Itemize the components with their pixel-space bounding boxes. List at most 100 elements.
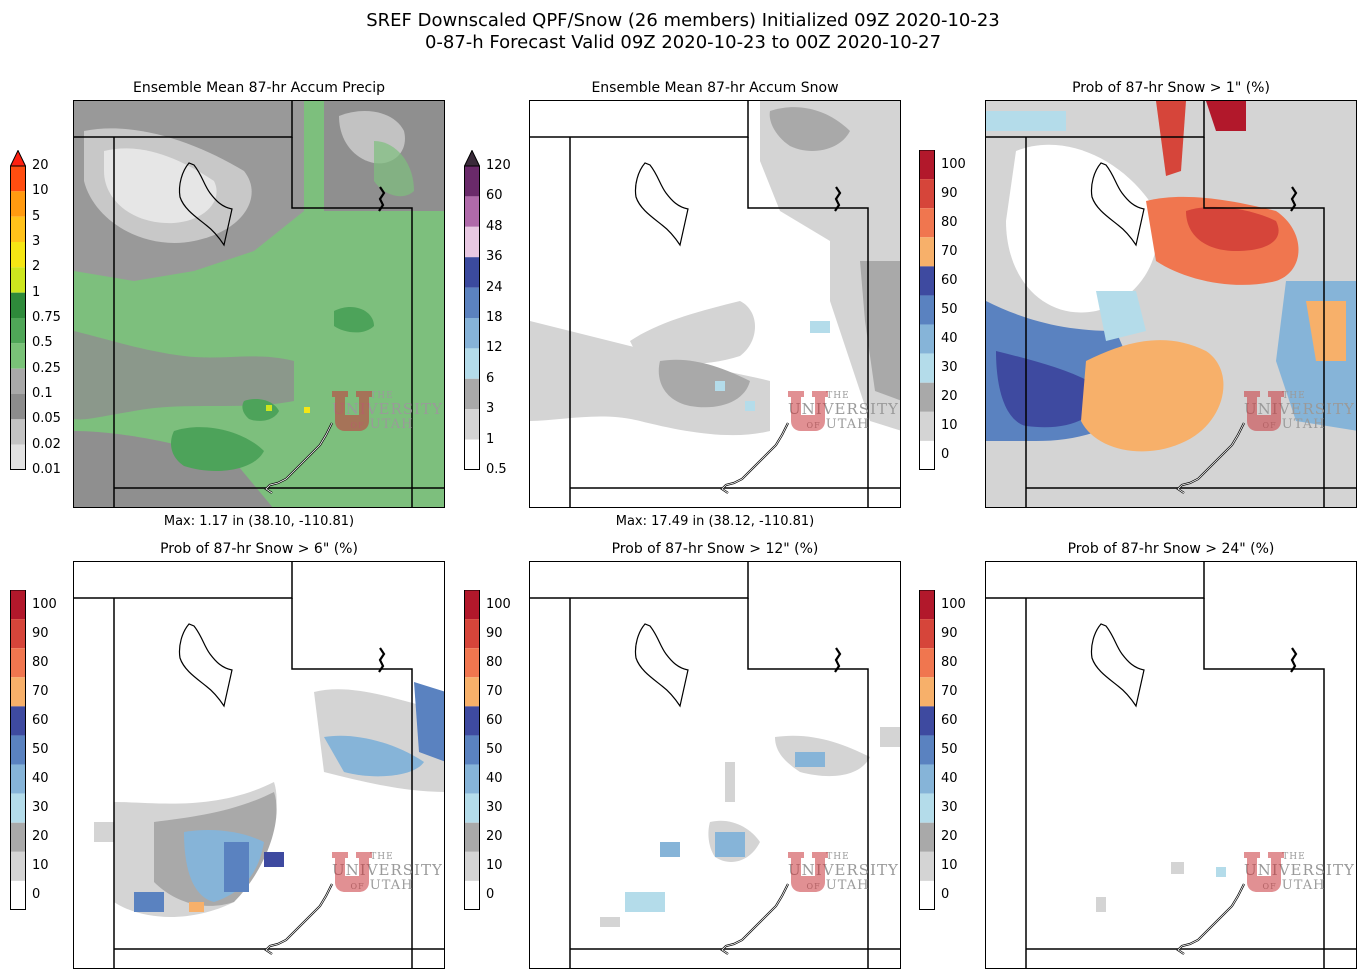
colorbar-tick-label: 0.5 [32, 335, 53, 351]
colorbar-tick-label: 10 [32, 858, 49, 874]
colorbar-swatch [10, 677, 26, 707]
colorbar-swatch [919, 735, 935, 765]
colorbar-tick-label: 60 [486, 712, 503, 728]
colorbar-swatch [464, 318, 480, 349]
colorbar-swatch [919, 295, 935, 325]
colorbar-swatch [10, 267, 26, 293]
colorbar-tick-label: 80 [486, 654, 503, 670]
prob-24in-map: THE UNIVERSITY OF UTAH [985, 561, 1357, 969]
colorbar-precip: 20 10 5 3 2 1 0.75 0.5 0.25 0.1 0.05 0.02 0.01 [10, 150, 72, 477]
colorbar-tick-label: 50 [941, 742, 958, 757]
colorbar-swatch [464, 166, 480, 197]
colorbar-tick-label: 20 [32, 158, 49, 173]
colorbar-swatch [10, 368, 26, 394]
precip-field [74, 101, 444, 507]
colorbar-tick-label: 70 [486, 683, 503, 699]
colorbar-tick-label: 70 [941, 243, 958, 259]
colorbar-tick-label: 0 [941, 447, 950, 463]
colorbar-swatch [464, 590, 480, 620]
colorbar-tick-label: 40 [486, 771, 503, 787]
colorbar-swatch [919, 764, 935, 794]
colorbar-swatch [919, 411, 935, 441]
colorbar-border [464, 165, 480, 470]
colorbar-tick-label: 0.75 [32, 310, 61, 325]
colorbar-swatch [464, 735, 480, 765]
colorbar-tick-label: 80 [941, 654, 958, 670]
colorbar-tick-label: 0 [486, 887, 495, 903]
colorbar-tick-label: 20 [941, 389, 958, 405]
colorbar-swatch [919, 590, 935, 620]
prob-6in-field [74, 562, 444, 968]
precip-map: THE UNIVERSITY OF UTAH [73, 100, 445, 508]
colorbar-swatch [464, 348, 480, 379]
colorbar-tick-label: 0 [941, 887, 950, 903]
colorbar-tick-label: 10 [941, 418, 958, 434]
colorbar-tick-label: 0.1 [32, 386, 53, 401]
panel-4-title: Prob of 87-hr Snow > 6" (%) [160, 541, 358, 557]
colorbar-swatch [919, 677, 935, 707]
colorbar-tick-label: 60 [32, 712, 49, 728]
colorbar-tick-label: 6 [486, 370, 495, 386]
colorbar-tick-label: 50 [486, 742, 503, 757]
colorbar-border [919, 150, 935, 470]
panel-1-max-label: Max: 1.17 in (38.10, -110.81) [163, 514, 355, 529]
colorbar-prob-6in: 100 90 80 70 60 50 40 30 20 10 0 [10, 590, 72, 910]
colorbar-tick-label: 1 [32, 284, 41, 300]
colorbar-tick-label: 20 [32, 829, 49, 845]
colorbar-tick-label: 12 [486, 340, 503, 356]
colorbar-tick-label: 90 [941, 625, 958, 641]
colorbar-tick-label: 10 [32, 183, 49, 199]
panel-3-title: Prob of 87-hr Snow > 1" (%) [1072, 80, 1270, 96]
prob-6in-map: THE UNIVERSITY OF UTAH [73, 561, 445, 969]
colorbar-swatch [464, 648, 480, 678]
colorbar-swatch [919, 324, 935, 354]
colorbar-tick-label: 100 [941, 596, 966, 612]
panel-2-max-label: Max: 17.49 in (38.12, -110.81) [615, 514, 815, 529]
colorbar-tick-label: 48 [486, 218, 503, 234]
colorbar-swatch [464, 677, 480, 707]
colorbar-tick-label: 5 [32, 208, 41, 224]
colorbar-swatch [919, 150, 935, 180]
colorbar-tick-label: 20 [941, 829, 958, 845]
colorbar-tick-label: 100 [941, 156, 966, 172]
colorbar-tick-label: 40 [941, 771, 958, 787]
colorbar-extend-arrow [10, 150, 26, 167]
colorbar-tick-label: 30 [32, 800, 49, 816]
panel-2-title: Ensemble Mean 87-hr Accum Snow [591, 80, 839, 96]
colorbar-swatch [464, 793, 480, 823]
colorbar-tick-label: 0.01 [32, 462, 61, 477]
colorbar-tick-label: 2 [32, 259, 41, 275]
colorbar-tick-label: 80 [941, 214, 958, 230]
colorbar-swatches [919, 590, 935, 910]
colorbar-swatches [464, 590, 480, 910]
colorbar-swatch [919, 237, 935, 267]
snow-mean-field [530, 101, 900, 507]
colorbar-swatch [10, 793, 26, 823]
colorbar-swatch [919, 266, 935, 296]
colorbar-swatch [10, 764, 26, 794]
colorbar-tick-label: 90 [32, 625, 49, 641]
colorbar-tick-label: 10 [941, 858, 958, 874]
colorbar-swatch [464, 706, 480, 736]
colorbar-tick-label: 18 [486, 310, 503, 325]
colorbar-swatch [10, 216, 26, 242]
snow-mean-map: THE UNIVERSITY OF UTAH [529, 100, 901, 508]
colorbar-swatch [919, 822, 935, 852]
colorbar-tick-label: 36 [486, 249, 503, 265]
colorbar-swatch [464, 822, 480, 852]
colorbar-tick-label: 50 [941, 302, 958, 317]
colorbar-swatch [10, 735, 26, 765]
colorbar-snow: 120 60 48 36 24 18 12 6 3 1 0.5 [464, 150, 526, 477]
colorbar-tick-label: 50 [32, 742, 49, 757]
colorbar-prob-12in: 100 90 80 70 60 50 40 30 20 10 0 [464, 590, 526, 910]
colorbar-swatch [10, 242, 26, 268]
prob-12in-map: THE UNIVERSITY OF UTAH [529, 561, 901, 969]
colorbar-tick-label: 40 [941, 331, 958, 347]
colorbar-border [10, 165, 26, 470]
colorbar-swatch [10, 880, 26, 910]
colorbar-swatch [464, 851, 480, 881]
colorbar-swatch [464, 619, 480, 649]
colorbar-tick-label: 90 [941, 185, 958, 201]
prob-12in-field [530, 562, 900, 968]
colorbar-swatch [10, 444, 26, 470]
